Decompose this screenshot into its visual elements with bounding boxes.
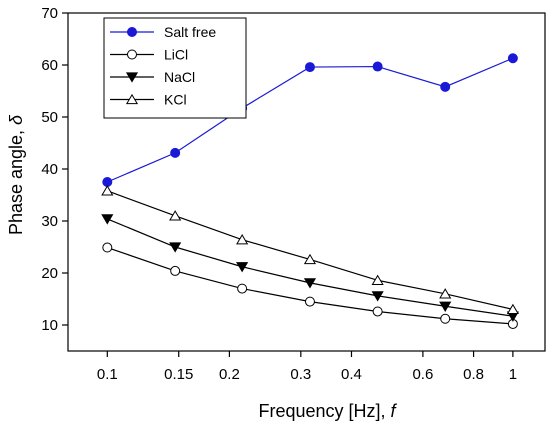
y-tick-label: 10 bbox=[41, 317, 58, 334]
legend-label: KCl bbox=[164, 92, 187, 108]
data-point bbox=[237, 283, 248, 294]
data-point bbox=[125, 93, 139, 105]
series-line bbox=[107, 190, 514, 310]
data-point bbox=[169, 210, 182, 221]
data-point bbox=[371, 274, 384, 285]
legend-label: Salt free bbox=[164, 24, 216, 40]
y-tick-label: 40 bbox=[41, 161, 58, 178]
data-point bbox=[439, 301, 452, 312]
data-point bbox=[170, 265, 181, 276]
y-axis-title: Phase angle, δ bbox=[6, 114, 26, 235]
data-point bbox=[127, 49, 137, 60]
data-point bbox=[303, 278, 317, 289]
data-point bbox=[127, 27, 137, 37]
data-point bbox=[236, 262, 249, 273]
data-point bbox=[304, 62, 315, 73]
y-tick-label: 60 bbox=[41, 57, 58, 74]
data-point bbox=[101, 214, 114, 225]
y-tick-label: 30 bbox=[41, 213, 58, 230]
legend-label: NaCl bbox=[164, 69, 195, 85]
data-point bbox=[304, 296, 315, 307]
y-tick-label: 70 bbox=[41, 5, 58, 22]
data-point bbox=[303, 253, 317, 265]
data-point bbox=[440, 313, 451, 324]
series-layer bbox=[101, 53, 519, 329]
data-point bbox=[371, 291, 384, 302]
x-axis-title: Frequency [Hz], f bbox=[258, 401, 397, 421]
y-axis-title-text: Phase angle, bbox=[6, 125, 26, 235]
data-point bbox=[102, 177, 113, 187]
data-point bbox=[372, 306, 383, 317]
data-point bbox=[169, 242, 182, 253]
data-point bbox=[236, 234, 249, 245]
axes-layer: 0.1 0.15 0.2 0.3 0.4 0.6 0.8 1 10 20 30 40 50 60 70 bbox=[41, 5, 546, 383]
data-point bbox=[102, 242, 113, 253]
y-tick-label: 20 bbox=[41, 265, 58, 282]
y-tick-label: 50 bbox=[41, 109, 58, 126]
plot-frame bbox=[67, 12, 546, 352]
x-tick-label: 1 bbox=[509, 366, 517, 383]
data-point bbox=[439, 288, 452, 299]
data-point bbox=[507, 53, 518, 64]
x-tick-label: 0.8 bbox=[463, 366, 484, 383]
data-point bbox=[125, 72, 139, 83]
x-axis-title-var: f bbox=[391, 401, 398, 421]
x-tick-label: 0.6 bbox=[412, 366, 433, 383]
data-point bbox=[440, 81, 451, 92]
x-tick-label: 0.1 bbox=[97, 366, 118, 383]
legend-label: LiCl bbox=[164, 47, 188, 63]
data-point bbox=[101, 185, 114, 196]
data-point bbox=[506, 303, 519, 315]
x-tick-label: 0.2 bbox=[219, 366, 240, 383]
legend: Salt free LiCl NaCl KCl bbox=[103, 17, 247, 119]
x-tick-label: 0.3 bbox=[290, 366, 311, 383]
x-tick-label: 0.4 bbox=[341, 366, 362, 383]
data-point bbox=[372, 61, 383, 72]
x-tick-label: 0.15 bbox=[164, 366, 193, 383]
x-axis-title-text: Frequency [Hz], bbox=[258, 401, 390, 421]
data-point bbox=[170, 147, 181, 158]
y-axis-title-var: δ bbox=[6, 114, 26, 125]
